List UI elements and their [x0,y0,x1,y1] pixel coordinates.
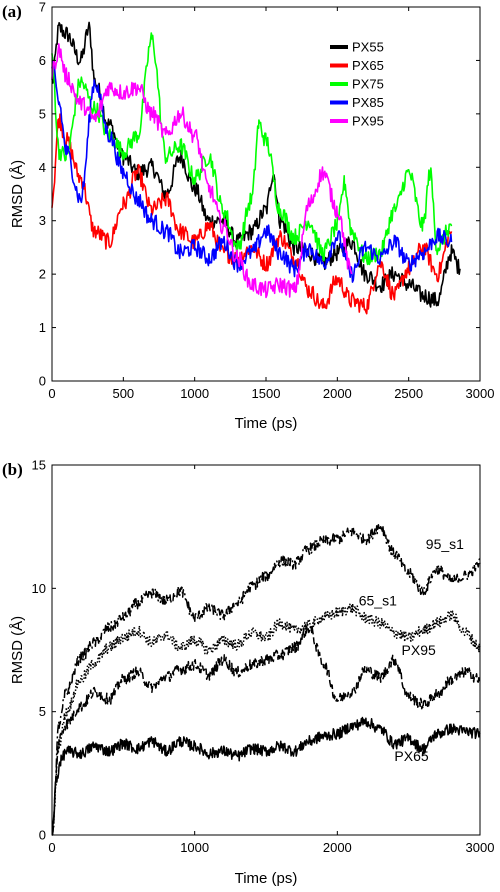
y-tick-label: 10 [32,581,46,596]
series-line-px65 [51,113,453,315]
y-tick-label: 1 [39,320,46,335]
legend-label: PX85 [352,95,384,110]
chart-panel-b: (b) 0 1000 2000 3000 0 5 10 15 Time (ps) RMSD (Å) 9… [2,458,494,888]
x-tick-label: 0 [48,840,55,855]
series-line-px95 [51,623,481,834]
legend-label: PX75 [352,77,384,92]
x-tick-label: 500 [112,386,134,401]
legend-label: PX65 [352,58,384,73]
series-annotation: PX95 [402,642,436,658]
series-annotation: PX65 [394,748,428,764]
y-axis-label: RMSD (Å) [9,616,26,684]
x-tick-label: 2000 [323,386,352,401]
x-tick-label: 0 [48,386,55,401]
series-line-95-s1 [51,524,481,836]
x-tick-label: 1000 [180,386,209,401]
y-tick-label: 0 [39,828,46,843]
x-tick-label: 2500 [394,386,423,401]
y-axis-label: RMSD (Å) [9,160,26,228]
legend: PX55 PX65 PX75 PX85 PX95 [330,40,384,129]
series-line-px95 [51,43,353,299]
x-tick-label: 1500 [252,386,281,401]
plot-frame [51,464,481,836]
legend-label: PX55 [352,40,384,55]
x-tick-label: 2000 [323,840,352,855]
y-tick-label: 3 [39,213,46,228]
legend-label: PX95 [352,114,384,129]
series-line-px85 [51,60,453,283]
x-tick-label: 3000 [466,840,495,855]
y-tick-label: 7 [39,0,46,15]
chart-panel-a: (a) 0 500 1000 1500 2000 2500 3000 0 1 2 3 4 5 6 7 Time … [2,0,494,432]
series-annotation: 65_s1 [359,593,397,609]
x-axis-label: Time (ps) [235,415,298,432]
y-tick-label: 4 [39,160,46,175]
series-line-px75 [51,32,453,266]
y-tick-label: 5 [39,106,46,121]
x-tick-label: 3000 [466,386,495,401]
y-tick-label: 0 [39,374,46,389]
x-tick-label: 1000 [180,840,209,855]
series-annotation: 95_s1 [426,536,464,552]
panel-label: (b) [2,460,23,479]
panel-label: (a) [2,2,22,21]
x-axis-label: Time (ps) [235,870,298,887]
series-line-65-s1 [51,603,481,836]
series-line-px65 [51,716,481,832]
y-tick-label: 6 [39,53,46,68]
y-tick-label: 5 [39,704,46,719]
y-tick-label: 15 [32,458,46,473]
y-tick-label: 2 [39,267,46,282]
